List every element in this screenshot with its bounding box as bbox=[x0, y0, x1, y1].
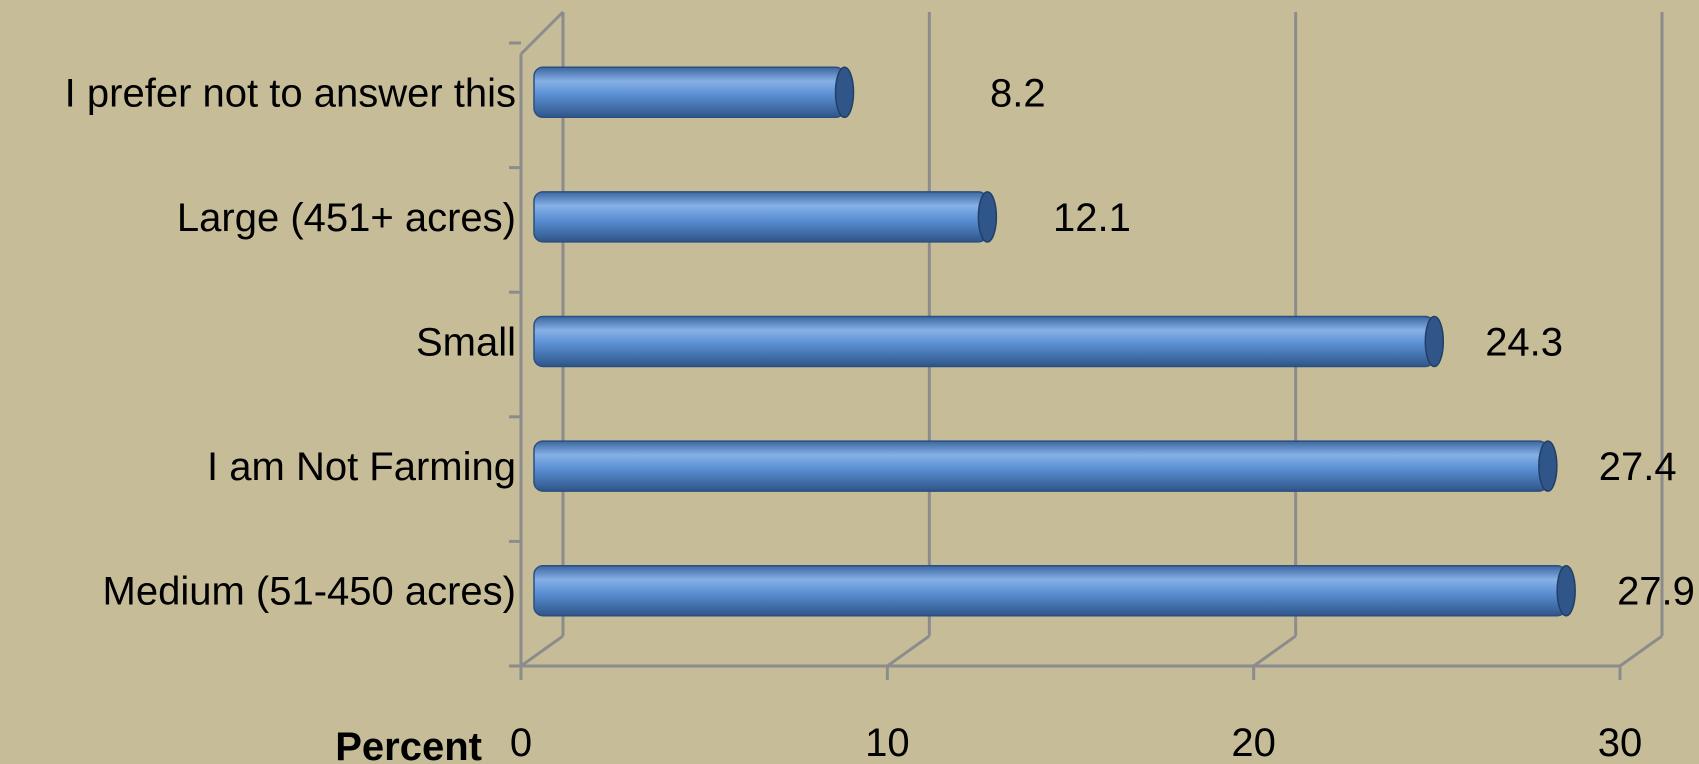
left-wall-top-edge bbox=[519, 10, 565, 56]
bar-cap-2 bbox=[1424, 315, 1445, 368]
bar-cap-3 bbox=[1538, 440, 1558, 492]
floor-depth-line-0 bbox=[520, 634, 564, 668]
category-label-4: Medium (51-450 acres) bbox=[103, 570, 517, 614]
value-label-4: 27.9 bbox=[1617, 570, 1695, 614]
bar-body-4 bbox=[533, 564, 1567, 617]
category-label-0: I prefer not to answer this bbox=[65, 71, 516, 115]
value-label-2: 24.3 bbox=[1485, 321, 1563, 365]
x-tick-label-3: 30 bbox=[1598, 721, 1643, 764]
bar-1 bbox=[533, 191, 998, 243]
x-axis-title: Percent bbox=[335, 725, 482, 764]
bar-4 bbox=[533, 564, 1576, 617]
value-label-3: 27.4 bbox=[1599, 445, 1677, 489]
bar-body-3 bbox=[533, 440, 1549, 492]
bar-cap-1 bbox=[977, 191, 998, 243]
bar-layer bbox=[533, 66, 1576, 617]
category-label-1: Large (451+ acres) bbox=[177, 196, 516, 240]
x-tick-label-2: 20 bbox=[1231, 721, 1276, 764]
floor-depth-line-3 bbox=[1619, 634, 1663, 668]
bar-3 bbox=[533, 440, 1558, 492]
value-label-0: 8.2 bbox=[990, 71, 1046, 115]
bar-body-1 bbox=[533, 191, 989, 243]
bar-cap-0 bbox=[834, 66, 855, 119]
bar-body-2 bbox=[533, 315, 1436, 368]
bar-body-0 bbox=[533, 66, 846, 119]
bar-0 bbox=[533, 66, 855, 119]
bar-cap-4 bbox=[1556, 564, 1576, 617]
floor-depth-line-2 bbox=[1252, 634, 1297, 668]
category-label-2: Small bbox=[416, 321, 516, 365]
x-tick-label-0: 0 bbox=[510, 721, 532, 764]
label-layer: 0 10 20 30 I prefer not to answer this 8.2 Lar… bbox=[65, 71, 1695, 764]
bar-2 bbox=[533, 315, 1445, 368]
category-label-3: I am Not Farming bbox=[207, 445, 516, 489]
floor-depth-line-1 bbox=[886, 634, 931, 668]
x-tick-label-1: 10 bbox=[865, 721, 910, 764]
value-label-1: 12.1 bbox=[1053, 196, 1131, 240]
